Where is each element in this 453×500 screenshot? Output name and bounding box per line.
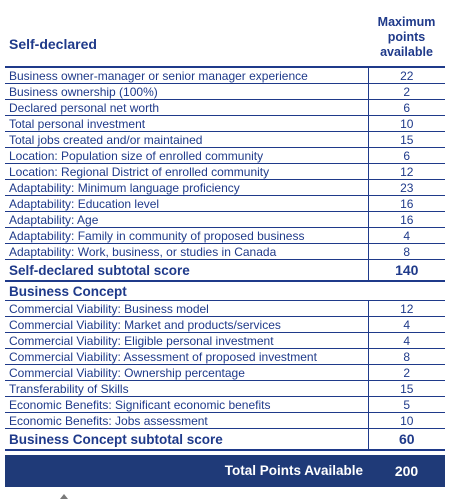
- table-row: Total personal investment 10: [5, 115, 445, 132]
- total-points-label: Total Points Available: [224, 463, 363, 478]
- row-points: 2: [368, 83, 445, 100]
- table-row: Commercial Viability: Assessment of prop…: [5, 348, 445, 365]
- total-points-bar: Total Points Available 200: [5, 455, 445, 487]
- row-label: Adaptability: Minimum language proficien…: [5, 179, 369, 196]
- max-points-heading-line3: available: [380, 44, 433, 59]
- row-points: 4: [368, 316, 445, 333]
- row-label: Adaptability: Age: [5, 211, 369, 228]
- total-points-value: 200: [394, 463, 419, 479]
- table-row: Adaptability: Family in community of pro…: [5, 227, 445, 244]
- row-label: Economic Benefits: Jobs assessment: [5, 412, 369, 429]
- row-points: 6: [368, 99, 445, 116]
- row-label: Commercial Viability: Business model: [5, 300, 369, 317]
- row-label: Adaptability: Family in community of pro…: [5, 227, 369, 244]
- max-points-heading: Maximum points available: [368, 8, 445, 68]
- row-label: Location: Regional District of enrolled …: [5, 163, 369, 180]
- table-row: Adaptability: Age 16: [5, 211, 445, 228]
- row-points: 2: [368, 364, 445, 381]
- points-table-container: Self-declared Maximum points available B…: [5, 8, 445, 487]
- subtotal-label: Self-declared subtotal score: [5, 259, 369, 282]
- row-label: Declared personal net worth: [5, 99, 369, 116]
- row-label: Total jobs created and/or maintained: [5, 131, 369, 148]
- row-label: Commercial Viability: Assessment of prop…: [5, 348, 369, 365]
- row-label: Economic Benefits: Significant economic …: [5, 396, 369, 413]
- row-points: 16: [368, 195, 445, 212]
- self-declared-rows: Business owner-manager or senior manager…: [5, 67, 445, 451]
- self-declared-heading: Self-declared: [5, 8, 368, 68]
- row-points: 8: [368, 348, 445, 365]
- row-points: 8: [368, 243, 445, 260]
- row-points: 5: [368, 396, 445, 413]
- row-points: 23: [368, 179, 445, 196]
- table-row: Economic Benefits: Jobs assessment 10: [5, 412, 445, 429]
- row-points: 16: [368, 211, 445, 228]
- table-row: Total jobs created and/or maintained 15: [5, 131, 445, 148]
- table-row: Commercial Viability: Business model 12: [5, 300, 445, 317]
- business-concept-heading-row: Business Concept: [5, 281, 445, 301]
- row-label: Business ownership (100%): [5, 83, 369, 100]
- row-label: Commercial Viability: Eligible personal …: [5, 332, 369, 349]
- table-row: Adaptability: Work, business, or studies…: [5, 243, 445, 260]
- row-points: 15: [368, 380, 445, 397]
- table-row: Transferability of Skills 15: [5, 380, 445, 397]
- row-points: 10: [368, 115, 445, 132]
- table-row: Commercial Viability: Ownership percenta…: [5, 364, 445, 381]
- subtotal-points: 140: [368, 259, 445, 282]
- row-label: Total personal investment: [5, 115, 369, 132]
- row-label: Adaptability: Education level: [5, 195, 369, 212]
- table-row: Commercial Viability: Eligible personal …: [5, 332, 445, 349]
- row-points: 4: [368, 332, 445, 349]
- points-table: Self-declared Maximum points available B…: [5, 8, 445, 451]
- row-points: 6: [368, 147, 445, 164]
- row-label: Transferability of Skills: [5, 380, 369, 397]
- max-points-heading-line2: points: [387, 29, 426, 44]
- business-concept-subtotal-row: Business Concept subtotal score 60: [5, 428, 445, 451]
- max-points-heading-line1: Maximum: [377, 14, 436, 29]
- row-points: 12: [368, 300, 445, 317]
- table-row: Adaptability: Minimum language proficien…: [5, 179, 445, 196]
- table-row: Location: Regional District of enrolled …: [5, 163, 445, 180]
- subtotal-label: Business Concept subtotal score: [5, 428, 369, 451]
- subtotal-points: 60: [368, 428, 445, 451]
- table-row: Commercial Viability: Market and product…: [5, 316, 445, 333]
- row-label: Commercial Viability: Market and product…: [5, 316, 369, 333]
- row-points: 10: [368, 412, 445, 429]
- table-row: Economic Benefits: Significant economic …: [5, 396, 445, 413]
- self-declared-subtotal-row: Self-declared subtotal score 140: [5, 259, 445, 282]
- table-row: Business ownership (100%) 2: [5, 83, 445, 100]
- row-label: Business owner-manager or senior manager…: [5, 67, 369, 84]
- row-points: 4: [368, 227, 445, 244]
- row-label: Commercial Viability: Ownership percenta…: [5, 364, 369, 381]
- table-row: Location: Population size of enrolled co…: [5, 147, 445, 164]
- table-row: Adaptability: Education level 16: [5, 195, 445, 212]
- row-points: 22: [368, 67, 445, 84]
- table-row: Business owner-manager or senior manager…: [5, 67, 445, 84]
- scroll-up-arrow-icon: [60, 494, 68, 499]
- row-points: 15: [368, 131, 445, 148]
- business-concept-heading: Business Concept: [5, 281, 445, 301]
- row-label: Location: Population size of enrolled co…: [5, 147, 369, 164]
- table-row: Declared personal net worth 6: [5, 99, 445, 116]
- row-label: Adaptability: Work, business, or studies…: [5, 243, 369, 260]
- row-points: 12: [368, 163, 445, 180]
- table-header-row: Self-declared Maximum points available: [5, 8, 445, 68]
